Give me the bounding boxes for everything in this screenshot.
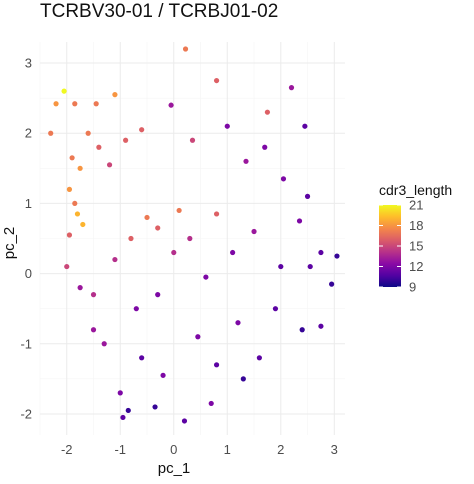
data-point — [53, 101, 58, 106]
data-point — [107, 162, 112, 167]
legend-tick-label: 15 — [409, 239, 423, 254]
x-axis-ticks: -2 -1 0 1 2 3 — [61, 442, 338, 457]
data-point — [168, 103, 173, 108]
legend-tick-label: 18 — [409, 218, 423, 233]
data-point — [243, 159, 248, 164]
data-point — [67, 232, 72, 237]
data-point — [318, 250, 323, 255]
data-point — [190, 138, 195, 143]
data-point — [235, 320, 240, 325]
data-point — [126, 408, 131, 413]
data-point — [86, 131, 91, 136]
data-point — [78, 166, 83, 171]
y-tick-label: -1 — [20, 336, 32, 351]
y-axis-ticks: -2 -1 0 1 2 3 — [20, 56, 32, 422]
data-point — [177, 208, 182, 213]
legend-tick-label: 21 — [409, 198, 423, 213]
y-tick-label: -2 — [20, 406, 32, 421]
data-point — [94, 101, 99, 106]
data-point — [305, 194, 310, 199]
data-point — [160, 373, 165, 378]
data-point — [230, 250, 235, 255]
data-point — [48, 131, 53, 136]
data-point — [329, 282, 334, 287]
data-point — [120, 415, 125, 420]
color-legend: cdr3_length 9 12 15 18 21 — [379, 182, 452, 295]
data-point — [297, 218, 302, 223]
data-point — [281, 176, 286, 181]
data-point — [183, 46, 188, 51]
x-tick-label: 1 — [224, 442, 231, 457]
data-point — [251, 229, 256, 234]
x-tick-label: 2 — [277, 442, 284, 457]
data-point — [300, 327, 305, 332]
data-point — [187, 236, 192, 241]
data-point — [214, 211, 219, 216]
data-point — [61, 89, 66, 94]
data-point — [91, 292, 96, 297]
data-point — [134, 306, 139, 311]
data-point — [262, 145, 267, 150]
data-point — [75, 211, 80, 216]
data-point — [225, 124, 230, 129]
data-point — [195, 334, 200, 339]
data-point — [128, 236, 133, 241]
y-tick-label: 3 — [25, 56, 32, 71]
data-point — [241, 376, 246, 381]
data-point — [171, 250, 176, 255]
data-point — [214, 78, 219, 83]
data-point — [112, 92, 117, 97]
data-point — [155, 292, 160, 297]
data-point — [182, 418, 187, 423]
x-tick-label: 3 — [331, 442, 338, 457]
x-axis-title: pc_1 — [158, 460, 191, 477]
data-point — [334, 253, 339, 258]
data-point — [102, 341, 107, 346]
data-point — [214, 362, 219, 367]
data-point — [265, 110, 270, 115]
x-tick-label: -2 — [61, 442, 73, 457]
grid — [40, 42, 345, 435]
x-tick-label: -1 — [114, 442, 126, 457]
data-point — [257, 355, 262, 360]
chart-title: TCRBV30-01 / TCRBJ01-02 — [40, 1, 278, 22]
data-point — [155, 225, 160, 230]
data-points — [48, 46, 339, 423]
data-point — [91, 327, 96, 332]
y-tick-label: 1 — [25, 196, 32, 211]
data-point — [118, 390, 123, 395]
data-point — [139, 127, 144, 132]
y-axis-title: pc_2 — [1, 227, 18, 260]
data-point — [80, 222, 85, 227]
data-point — [209, 401, 214, 406]
x-tick-label: 0 — [170, 442, 177, 457]
data-point — [308, 264, 313, 269]
data-point — [123, 138, 128, 143]
data-point — [72, 101, 77, 106]
data-point — [144, 215, 149, 220]
data-point — [318, 324, 323, 329]
legend-tick-label: 9 — [409, 280, 416, 295]
data-point — [139, 355, 144, 360]
data-point — [67, 187, 72, 192]
data-point — [289, 85, 294, 90]
data-point — [302, 124, 307, 129]
legend-tick-label: 12 — [409, 259, 423, 274]
y-tick-label: 0 — [25, 266, 32, 281]
data-point — [152, 404, 157, 409]
data-point — [96, 145, 101, 150]
data-point — [203, 274, 208, 279]
data-point — [278, 264, 283, 269]
data-point — [273, 306, 278, 311]
data-point — [112, 257, 117, 262]
data-point — [70, 155, 75, 160]
legend-title: cdr3_length — [379, 182, 452, 198]
data-point — [78, 285, 83, 290]
data-point — [72, 201, 77, 206]
y-tick-label: 2 — [25, 126, 32, 141]
data-point — [64, 264, 69, 269]
